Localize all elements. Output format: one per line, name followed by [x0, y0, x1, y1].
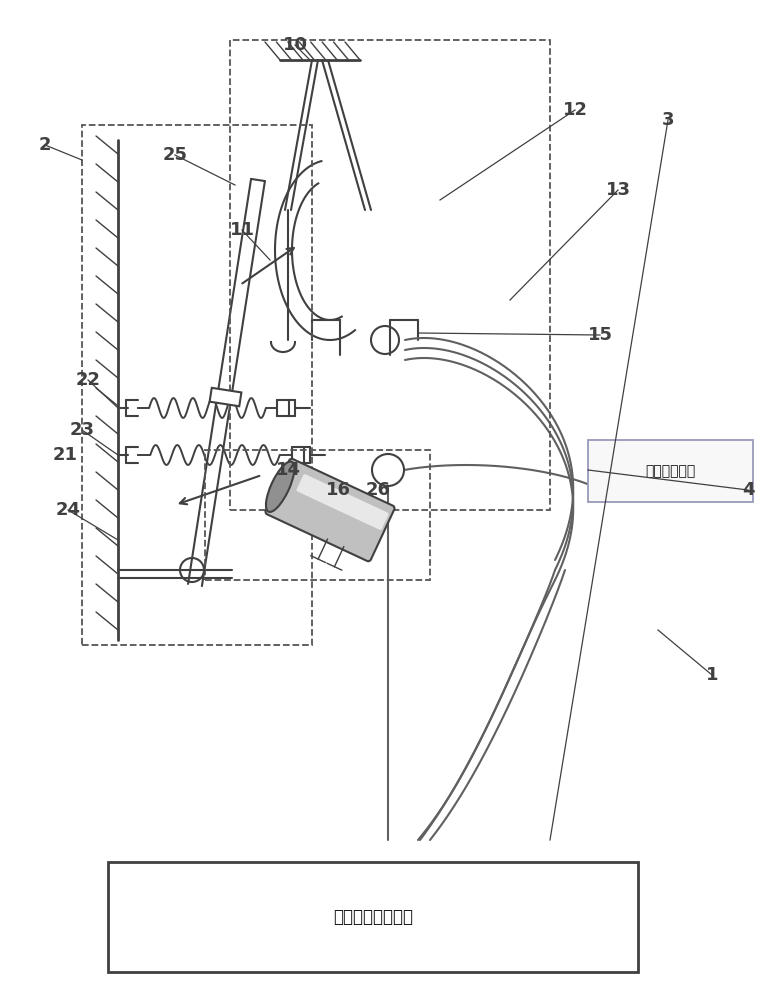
Text: 4: 4 [742, 481, 754, 499]
Text: 11: 11 [230, 221, 255, 239]
Ellipse shape [266, 462, 295, 512]
Line: 2 pts: 2 pts [311, 556, 325, 562]
Text: 23: 23 [70, 421, 95, 439]
Text: 21: 21 [53, 446, 77, 464]
Point [327, 554, 337, 566]
Text: 1: 1 [706, 666, 718, 684]
Text: 3: 3 [662, 111, 674, 129]
Point [353, 532, 363, 544]
FancyBboxPatch shape [108, 862, 638, 972]
Text: 线圈电压控制单元: 线圈电压控制单元 [333, 908, 413, 926]
Text: 2: 2 [39, 136, 51, 154]
Point [361, 554, 370, 566]
Line: 2 pts: 2 pts [334, 547, 343, 567]
Bar [210, 388, 242, 406]
Point [346, 554, 355, 566]
Text: 14: 14 [275, 461, 301, 479]
Point [343, 554, 353, 566]
Text: 26: 26 [366, 481, 390, 499]
Point [335, 532, 344, 544]
Text: 24: 24 [56, 501, 80, 519]
Text: 16: 16 [325, 481, 350, 499]
Text: 22: 22 [76, 371, 100, 389]
Text: 数据采集单元: 数据采集单元 [646, 464, 695, 478]
Point [335, 554, 344, 566]
Text: 13: 13 [606, 181, 630, 199]
Bar [230, 40, 550, 510]
Text: 25: 25 [162, 146, 187, 164]
Line: 2 pts: 2 pts [318, 539, 327, 559]
FancyBboxPatch shape [588, 440, 753, 502]
FancyBboxPatch shape [265, 459, 395, 561]
Text: 10: 10 [282, 36, 308, 54]
Bar [205, 450, 430, 580]
Text: 12: 12 [562, 101, 588, 119]
Point [353, 554, 363, 566]
FancyBboxPatch shape [297, 474, 389, 530]
Line: 2 pts: 2 pts [327, 563, 342, 570]
Bar [82, 125, 312, 645]
Text: 15: 15 [588, 326, 613, 344]
